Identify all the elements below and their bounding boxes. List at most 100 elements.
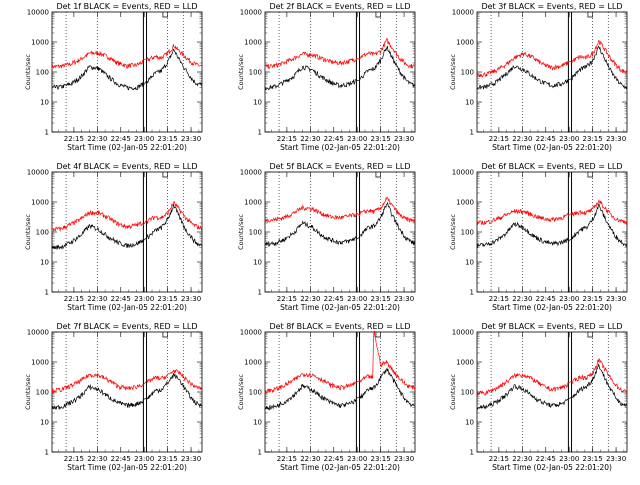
x-tick-label: 22:30 xyxy=(512,135,532,143)
plot-frame xyxy=(264,171,416,293)
x-tick-label: 22:45 xyxy=(111,455,131,463)
data-series-line xyxy=(51,44,203,70)
data-series-line xyxy=(476,363,628,411)
y-tick-label: 10000 xyxy=(452,329,474,337)
y-tick-label: 1 xyxy=(45,289,49,297)
chart-panel-9: Det 9f BLACK = Events, RED = LLD 1 10 100 10… xyxy=(449,322,628,472)
x-axis-label: Start Time (02-Jan-05 22:01:20) xyxy=(492,303,612,312)
x-tick-label: 23:30 xyxy=(394,295,414,303)
data-series-line xyxy=(51,373,203,410)
chart-panel-6: Det 6f BLACK = Events, RED = LLD 1 10 100 10… xyxy=(449,162,628,312)
x-tick-label: 23:15 xyxy=(158,295,178,303)
y-tick-label: 10 xyxy=(253,259,262,267)
chart-title: Det 4f BLACK = Events, RED = LLD xyxy=(56,162,197,171)
y-tick-label: 10000 xyxy=(27,329,49,337)
top-marker xyxy=(587,332,593,338)
x-tick-label: 23:30 xyxy=(181,295,201,303)
y-tick-label: 100 xyxy=(249,69,262,77)
x-axis-label: Start Time (02-Jan-05 22:01:20) xyxy=(67,143,187,152)
plot-frame xyxy=(51,331,203,453)
y-tick-label: 1 xyxy=(258,129,262,137)
x-tick-label: 22:45 xyxy=(324,135,344,143)
x-tick-label: 22:45 xyxy=(111,135,131,143)
y-tick-label: 10 xyxy=(465,259,474,267)
y-tick-label: 10 xyxy=(253,99,262,107)
plot-frame xyxy=(51,171,203,293)
y-tick-label: 1000 xyxy=(31,39,49,47)
x-tick-label: 23:15 xyxy=(583,455,603,463)
x-tick-label: 23:00 xyxy=(134,295,154,303)
data-series-line xyxy=(476,358,628,396)
y-tick-label: 100 xyxy=(36,389,49,397)
data-series-line xyxy=(476,199,628,226)
data-series-line xyxy=(264,201,416,247)
x-tick-label: 22:30 xyxy=(300,295,320,303)
x-tick-label: 23:00 xyxy=(559,455,579,463)
y-tick-label: 100 xyxy=(249,389,262,397)
x-tick-label: 22:45 xyxy=(536,455,556,463)
x-tick-label: 23:30 xyxy=(394,135,414,143)
data-series-line xyxy=(51,203,203,250)
y-tick-label: 1000 xyxy=(244,359,262,367)
x-axis-label: Start Time (02-Jan-05 22:01:20) xyxy=(280,463,400,472)
x-tick-label: 22:45 xyxy=(324,295,344,303)
chart-title: Det 8f BLACK = Events, RED = LLD xyxy=(269,322,410,331)
x-tick-label: 23:30 xyxy=(394,455,414,463)
plot-frame xyxy=(51,11,203,133)
chart-title: Det 1f BLACK = Events, RED = LLD xyxy=(56,2,197,11)
chart-panel-2: Det 2f BLACK = Events, RED = LLD 1 10 100 10… xyxy=(237,2,416,152)
y-tick-label: 1000 xyxy=(244,199,262,207)
x-tick-label: 23:15 xyxy=(371,135,391,143)
y-tick-label: 10000 xyxy=(27,9,49,17)
data-series-line xyxy=(51,369,203,394)
data-series-line xyxy=(52,48,203,91)
x-tick-label: 23:00 xyxy=(134,135,154,143)
x-tick-label: 22:15 xyxy=(277,455,297,463)
chart-panel-5: Det 5f BLACK = Events, RED = LLD 1 10 100 10… xyxy=(237,162,416,312)
x-tick-label: 23:30 xyxy=(181,455,201,463)
chart-title: Det 2f BLACK = Events, RED = LLD xyxy=(269,2,410,11)
y-axis-label: Counts/sec xyxy=(24,54,32,90)
x-tick-label: 23:00 xyxy=(347,295,367,303)
y-tick-label: 100 xyxy=(461,389,474,397)
y-tick-label: 100 xyxy=(461,229,474,237)
top-marker xyxy=(162,12,168,18)
y-tick-label: 10 xyxy=(465,99,474,107)
y-tick-label: 1 xyxy=(470,449,474,457)
x-axis-label: Start Time (02-Jan-05 22:01:20) xyxy=(280,143,400,152)
data-series-line xyxy=(264,330,416,394)
y-tick-label: 10 xyxy=(40,99,49,107)
data-series-line xyxy=(476,39,628,78)
x-axis-label: Start Time (02-Jan-05 22:01:20) xyxy=(492,463,612,472)
x-tick-label: 22:15 xyxy=(277,135,297,143)
chart-title: Det 9f BLACK = Events, RED = LLD xyxy=(481,322,622,331)
x-tick-label: 22:15 xyxy=(489,295,509,303)
chart-panel-8: Det 8f BLACK = Events, RED = LLD 1 10 100 10… xyxy=(237,322,416,472)
x-tick-label: 23:15 xyxy=(583,295,603,303)
top-marker xyxy=(375,172,381,178)
y-tick-label: 1 xyxy=(45,129,49,137)
chart-title: Det 6f BLACK = Events, RED = LLD xyxy=(481,162,622,171)
x-tick-label: 22:15 xyxy=(64,455,84,463)
x-tick-label: 22:30 xyxy=(87,455,107,463)
top-marker xyxy=(162,172,168,178)
x-tick-label: 23:00 xyxy=(134,455,154,463)
x-tick-label: 22:15 xyxy=(489,135,509,143)
y-tick-label: 1000 xyxy=(31,199,49,207)
x-tick-label: 22:15 xyxy=(489,455,509,463)
y-tick-label: 100 xyxy=(249,229,262,237)
data-series-line xyxy=(51,200,203,233)
y-tick-label: 1 xyxy=(470,129,474,137)
chart-panel-1: Det 1f BLACK = Events, RED = LLD 1 10 100 10… xyxy=(24,2,203,152)
y-tick-label: 10000 xyxy=(27,169,49,177)
y-axis-label: Counts/sec xyxy=(24,214,32,250)
x-tick-label: 23:15 xyxy=(158,135,178,143)
y-tick-label: 100 xyxy=(36,69,49,77)
x-axis-label: Start Time (02-Jan-05 22:01:20) xyxy=(492,143,612,152)
x-axis-label: Start Time (02-Jan-05 22:01:20) xyxy=(67,463,187,472)
x-axis-label: Start Time (02-Jan-05 22:01:20) xyxy=(67,303,187,312)
x-tick-label: 22:30 xyxy=(512,455,532,463)
y-tick-label: 10 xyxy=(40,419,49,427)
x-tick-label: 22:15 xyxy=(277,295,297,303)
